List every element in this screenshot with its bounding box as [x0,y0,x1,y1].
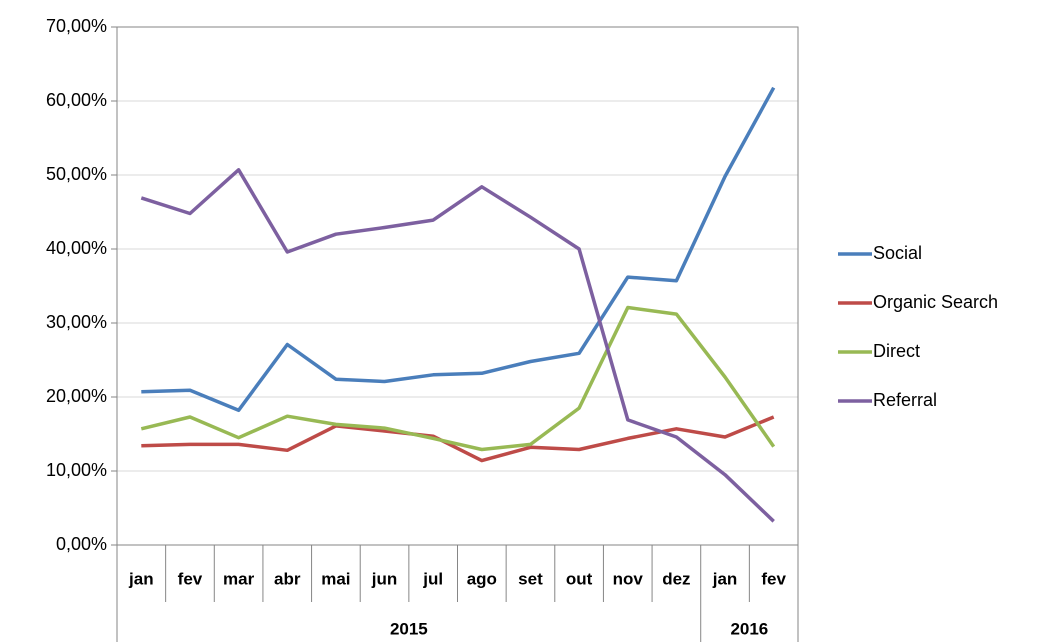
y-tick-label: 60,00% [46,90,107,110]
y-tick-label: 0,00% [56,534,107,554]
series-line [140,168,775,523]
series-line [140,305,776,452]
group-label: 2015 [390,619,428,638]
x-tick-label: jan [128,569,154,588]
plot-border [116,26,799,546]
y-tick-label: 30,00% [46,312,107,332]
x-tick-label: nov [613,569,644,588]
x-tick-label: jan [712,569,738,588]
x-tick-label: dez [662,569,690,588]
x-tick-label: jul [422,569,443,588]
legend-label: Organic Search [873,292,998,312]
group-label: 2016 [730,619,768,638]
x-tick-label: fev [178,569,203,588]
y-tick-label: 50,00% [46,164,107,184]
x-tick-label: out [566,569,593,588]
legend-label: Social [873,243,922,263]
x-tick-label: set [518,569,543,588]
y-tick-label: 40,00% [46,238,107,258]
x-tick-label: abr [274,569,301,588]
y-tick-label: 10,00% [46,460,107,480]
y-tick-label: 70,00% [46,16,107,36]
x-tick-label: fev [761,569,786,588]
legend-label: Direct [873,341,920,361]
x-tick-label: ago [467,569,497,588]
y-tick-label: 20,00% [46,386,107,406]
x-tick-label: mar [223,569,255,588]
series-line [141,86,776,413]
x-tick-label: mai [321,569,350,588]
legend-label: Referral [873,390,937,410]
series-line [141,415,775,463]
x-tick-label: jun [371,569,398,588]
